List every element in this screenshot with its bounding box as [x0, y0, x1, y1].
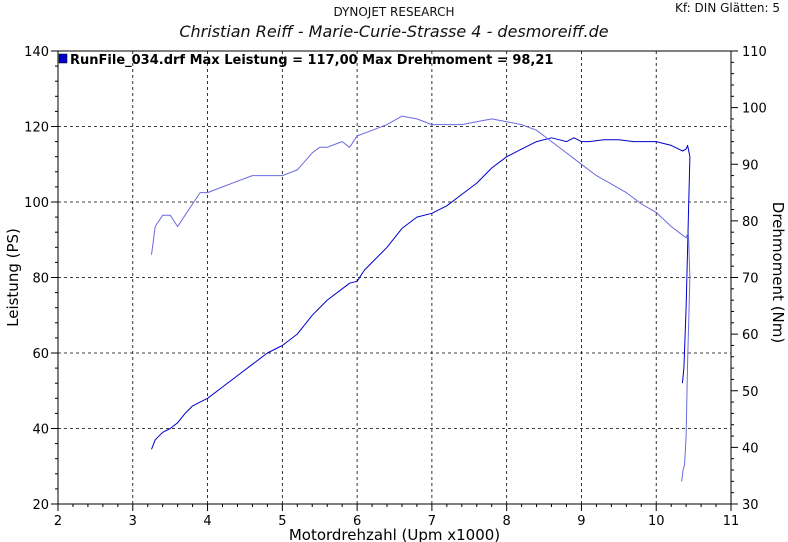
y-right-tick-label: 70 — [742, 272, 759, 287]
legend-swatch — [58, 53, 68, 64]
y-left-tick-label: 60 — [32, 347, 49, 362]
x-tick-label: 4 — [203, 514, 211, 529]
y-right-tick-label: 40 — [742, 441, 759, 456]
x-tick-label: 2 — [54, 514, 62, 529]
y-right-tick-label: 30 — [742, 498, 759, 513]
chart-subtitle: Christian Reiff - Marie-Curie-Strasse 4 … — [179, 22, 609, 41]
y-right-tick-label: 60 — [742, 328, 759, 343]
y-right-tick-label: 100 — [742, 102, 767, 117]
x-tick-label: 5 — [278, 514, 286, 529]
x-tick-label: 10 — [648, 514, 665, 529]
x-axis-label: Motordrehzahl (Upm x1000) — [289, 526, 500, 542]
y-right-tick-label: 90 — [742, 158, 759, 173]
series-line-leistung — [151, 137, 691, 450]
dyno-settings-label: Kf: DIN Glätten: 5 — [675, 1, 780, 15]
y-left-tick-label: 100 — [24, 196, 49, 211]
y-left-tick-label: 40 — [32, 423, 49, 438]
x-tick-label: 3 — [129, 514, 137, 529]
x-tick-label: 9 — [577, 514, 585, 529]
grid-lines — [58, 51, 731, 504]
y-right-tick-label: 110 — [742, 45, 767, 60]
legend-text: RunFile_034.drf Max Leistung = 117,00 Ma… — [70, 53, 553, 68]
y-left-tick-label: 120 — [24, 121, 49, 136]
y-left-tick-label: 20 — [32, 498, 49, 513]
x-tick-label: 7 — [428, 514, 436, 529]
y-right-tick-label: 50 — [742, 385, 759, 400]
y-left-tick-label: 140 — [24, 45, 49, 60]
chart-header-title: DYNOJET RESEARCH — [333, 5, 455, 19]
y-left-axis-label: Leistung (PS) — [4, 228, 22, 327]
x-tick-label: 11 — [723, 514, 740, 529]
x-tick-label: 8 — [503, 514, 511, 529]
y-right-tick-label: 80 — [742, 215, 759, 230]
y-left-tick-label: 80 — [32, 272, 49, 287]
series-line-drehmoment — [151, 115, 691, 482]
series-layer — [151, 115, 691, 482]
y-right-axis-ticks: 30 40 50 60 70 80 90 100 110 — [731, 45, 767, 513]
x-tick-label: 6 — [353, 514, 361, 529]
y-right-axis-label: Drehmoment (Nm) — [769, 202, 787, 343]
y-left-axis-ticks: 20 40 60 80 100 120 140 — [24, 45, 58, 513]
x-axis-ticks: 2 3 4 5 6 7 8 9 10 11 — [54, 504, 739, 529]
